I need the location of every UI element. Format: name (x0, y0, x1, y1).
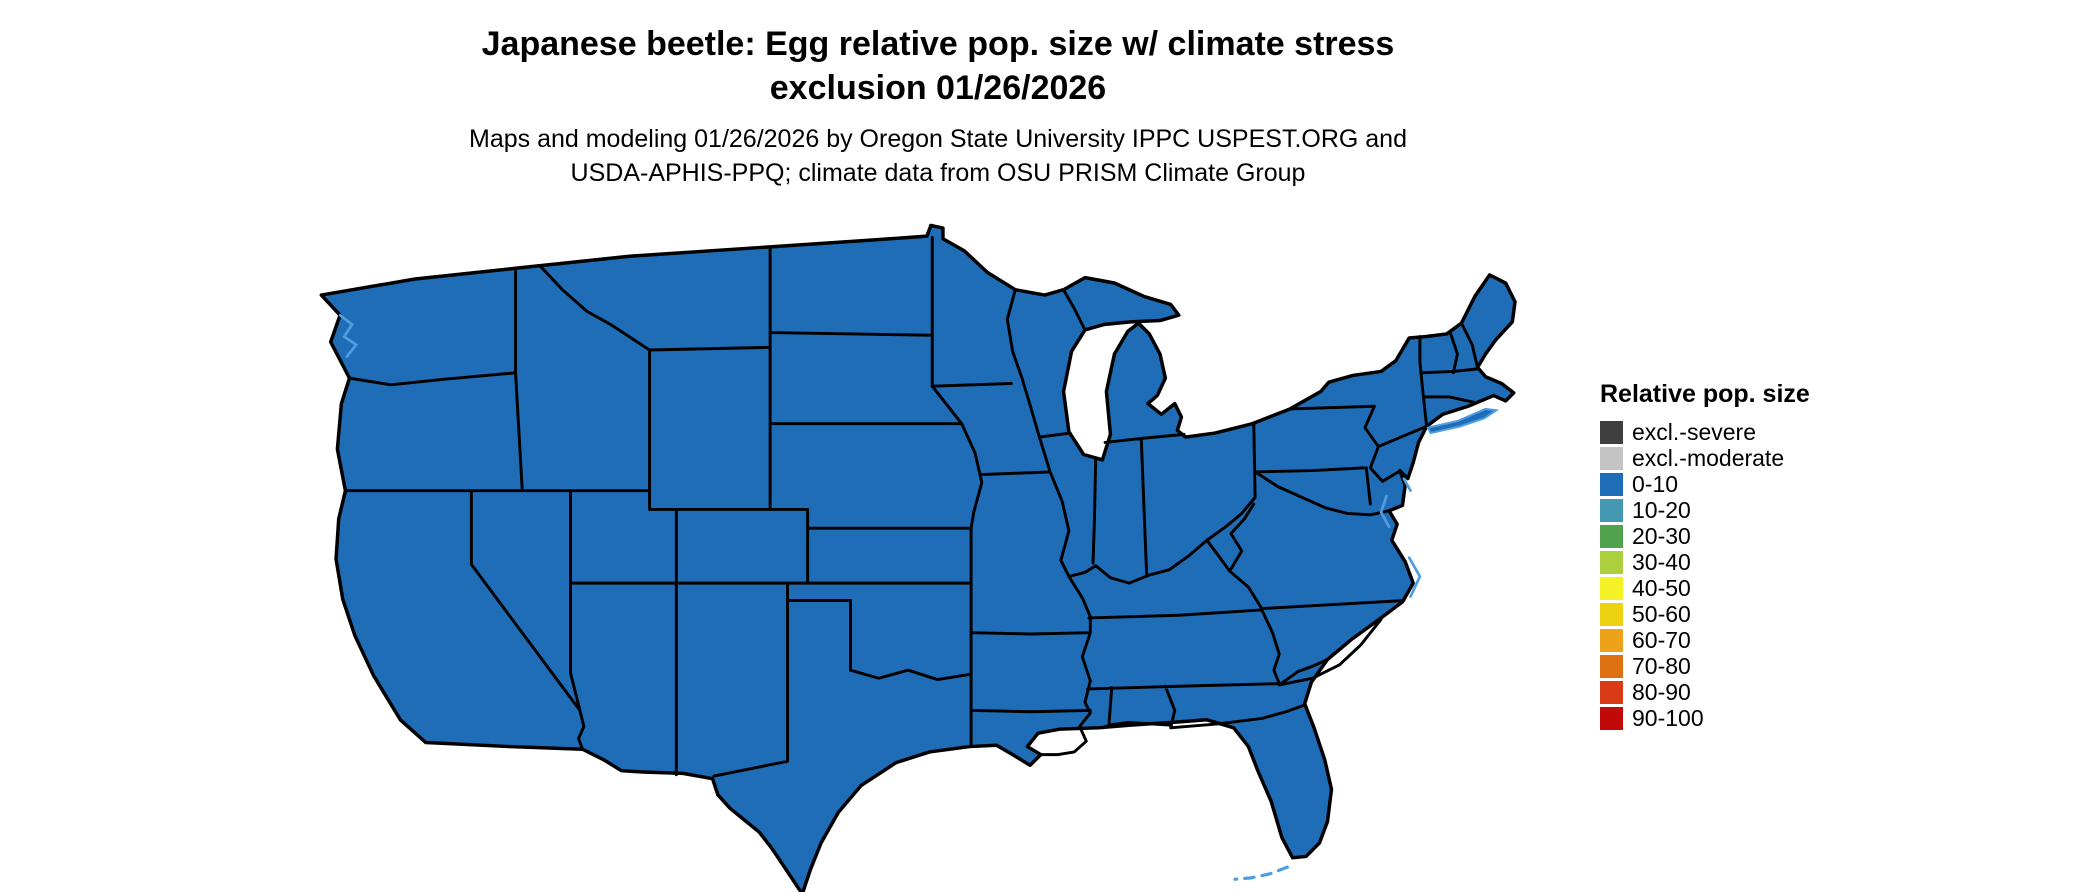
legend-label: 40-50 (1632, 574, 1691, 601)
legend-item: 60-70 (1600, 627, 1900, 653)
legend-item: 0-10 (1600, 471, 1900, 497)
long-island (1426, 407, 1500, 435)
legend-label: 80-90 (1632, 678, 1691, 705)
map-title-line1: Japanese beetle: Egg relative pop. size … (481, 25, 1395, 63)
legend-swatch (1600, 472, 1623, 496)
legend-item: 50-60 (1600, 601, 1900, 627)
legend-swatch (1600, 524, 1623, 548)
legend-title: Relative pop. size (1600, 380, 1810, 408)
legend-swatch (1600, 602, 1623, 626)
legend-item: 90-100 (1600, 705, 1900, 731)
legend-swatch (1600, 628, 1623, 652)
legend-label: 90-100 (1632, 704, 1704, 731)
legend-label: 20-30 (1632, 522, 1691, 549)
map-subtitle: Maps and modeling 01/26/2026 by Oregon S… (338, 122, 1538, 190)
us-map (319, 223, 1517, 892)
legend-swatch (1600, 706, 1623, 730)
legend-item: excl.-moderate (1600, 445, 1900, 471)
coastal-water-details (338, 313, 1422, 598)
legend-swatch (1600, 576, 1623, 600)
legend-label: 10-20 (1632, 496, 1691, 523)
legend-swatch (1600, 420, 1623, 444)
legend-item: 30-40 (1600, 549, 1900, 575)
legend-swatch (1600, 498, 1623, 522)
legend-swatch (1600, 680, 1623, 704)
legend-item: 80-90 (1600, 679, 1900, 705)
legend-label: 30-40 (1632, 548, 1691, 575)
us-map-container (300, 212, 1535, 892)
legend-item: 10-20 (1600, 497, 1900, 523)
legend-swatch (1600, 654, 1623, 678)
legend-item: 40-50 (1600, 575, 1900, 601)
us-landmass (319, 223, 1517, 892)
legend-label: 0-10 (1632, 470, 1679, 497)
legend-label: excl.-severe (1632, 418, 1756, 445)
legend-label: excl.-moderate (1632, 444, 1785, 471)
map-subtitle-line2: USDA-APHIS-PPQ; climate data from OSU PR… (570, 159, 1306, 187)
legend-item: excl.-severe (1600, 419, 1900, 445)
legend-item: 20-30 (1600, 523, 1900, 549)
legend-item: 70-80 (1600, 653, 1900, 679)
state-borders (343, 235, 1481, 778)
florida-keys (1233, 865, 1289, 881)
legend-items: excl.-severe excl.-moderate 0-10 10-20 20-30… (1600, 419, 1900, 731)
map-title: Japanese beetle: Egg relative pop. size … (338, 22, 1538, 110)
map-title-line2: exclusion 01/26/2026 (769, 69, 1107, 107)
legend-swatch (1600, 446, 1623, 470)
legend-label: 60-70 (1632, 626, 1691, 653)
legend-label: 50-60 (1632, 600, 1691, 627)
legend: Relative pop. size excl.-severe excl.-mod… (1600, 380, 1900, 731)
map-subtitle-line1: Maps and modeling 01/26/2026 by Oregon S… (469, 125, 1407, 153)
legend-swatch (1600, 550, 1623, 574)
legend-label: 70-80 (1632, 652, 1691, 679)
